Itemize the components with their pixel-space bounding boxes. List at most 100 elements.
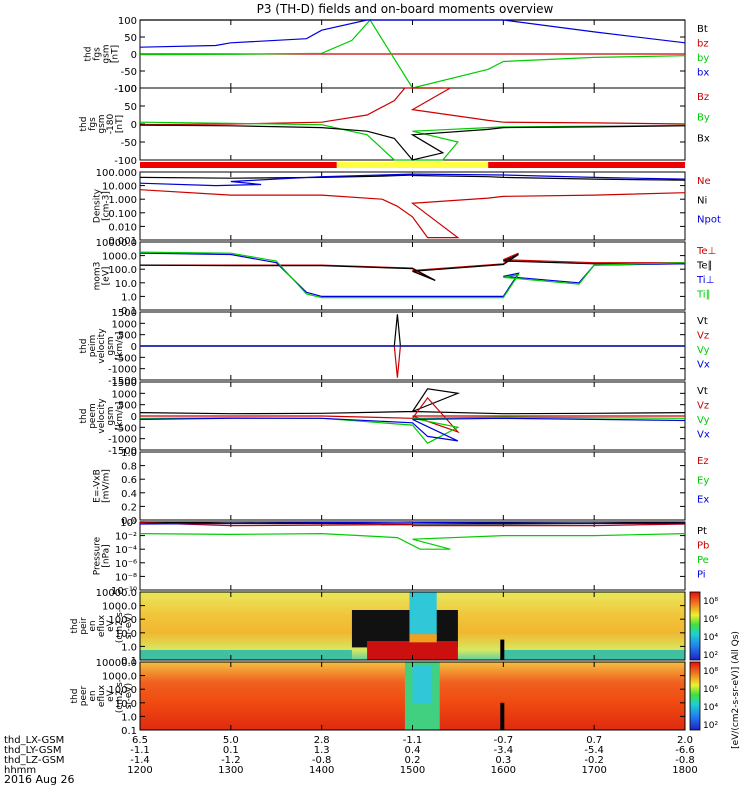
y-axis-label: [nT] [111,45,121,63]
y-tick-label: 1.0 [121,448,137,459]
series-Bz [139,87,686,126]
legend-blue: Vx [697,360,710,371]
legend-green: Vy [697,345,710,356]
y-axis-label: peem [88,403,98,429]
x-row-value: -1.4 [130,755,150,766]
y-tick-label: 1000 [112,389,137,400]
legend-blue: Pi [697,570,706,581]
panel-density: 100.000 10.000 1.000 0.100 0.010 0.001 Density… [93,168,721,247]
y-tick-label: 0 [131,50,137,61]
y-axis-label: gsm [102,44,112,63]
legend-black: Pt [697,526,707,537]
y-tick-label: 100.0 [108,685,137,696]
y-tick-label: 500 [118,401,137,412]
panel-peer: 10000.0 1000.0 100.0 10.0 1.0 0.1 thd peer en efl… [70,658,686,737]
region-segment-yellow [336,162,489,168]
series-Pe [139,532,686,550]
x-row-value: 1200 [127,765,152,776]
y-tick-label: 0 [131,120,137,131]
x-row-value: 1600 [491,765,516,776]
panel-pressure: 10⁰ 10⁻² 10⁻⁴ 10⁻⁶ 10⁻⁸ 10⁻¹⁰ Pressure [nPa] Pt P… [93,518,710,597]
spectrogram-gap [500,639,505,660]
x-row-value: -1.2 [221,755,241,766]
y-tick-label: 10000.0 [96,588,137,599]
series-Te⊥ [140,252,685,281]
colorbar-group: 10⁸ 10⁶ 10⁴ 10² 10⁸ 10⁶ 10⁴ 10² [eV/(cm2-s-sr-eV… [689,591,741,749]
y-axis-label: Pressure [93,536,103,575]
colorbar-tick-label: 10² [703,651,718,661]
x-row-value: 6.5 [132,735,148,746]
x-row-value: -0.7 [494,735,514,746]
y-axis-label: (cm2-s- [115,679,125,713]
y-tick-label: -1000 [108,435,137,446]
x-row-label: hhmm [4,765,36,776]
spectrogram-orange-band [409,634,437,643]
x-row-value: 1400 [309,765,334,776]
y-axis-label: eflux [97,684,107,707]
colorbar-tick-label: 10⁶ [703,685,718,695]
y-axis-label: gsm [106,406,116,425]
y-tick-label: -1000 [108,365,137,376]
x-row-value: -1.1 [403,735,423,746]
y-axis-label: [cm-3] [102,191,112,221]
colorbar-tick-label: 10⁸ [703,667,718,677]
series-Pb [139,522,686,527]
y-tick-label: 10⁻⁶ [115,559,137,570]
legend-red: Bz [697,92,709,103]
legend-black: Vt [697,386,708,397]
spectrogram-red-band [367,640,458,660]
figure-title: P3 (TH-D) fields and on-board moments ov… [257,2,554,16]
spectrogram-gap [500,702,505,730]
colorbar-electron [689,661,701,731]
legend-red: Vz [697,331,709,342]
panel-frame [139,521,686,591]
panel-efi: 100 50 0 -50 -100 thd fgs gsm -180 [nT] Bz By Bx [79,84,710,167]
y-tick-label: 10.0 [115,629,137,640]
x-row-value: 1.3 [314,745,330,756]
y-tick-label: 1.0 [121,292,137,303]
y-axis-label: thd [79,117,89,132]
y-tick-label: 0.1 [121,726,137,737]
y-tick-label: 10000.0 [96,658,137,669]
panel-fgs: 100 50 0 -50 -100 thd fgs gsm [nT] Bt bz by bx [84,16,710,95]
series-Ti∥ [139,251,686,299]
y-axis-label: Density [93,188,103,223]
series-Bx [139,124,686,161]
x-row-value: 2.0 [677,735,693,746]
y-tick-label: 0.001 [108,236,137,247]
y-axis-label: peir [79,617,89,635]
y-axis-label: peer [79,685,89,706]
region-segment-red [488,162,685,168]
region-segment-red [140,162,337,168]
legend-red: Te⊥ [696,246,716,257]
x-row-value: -0.8 [675,755,695,766]
x-row-value: 0.7 [586,735,602,746]
y-tick-label: -1500 [108,376,137,387]
y-tick-label: -1500 [108,446,137,457]
y-tick-label: 100 [118,84,137,95]
legend-black: Vt [697,316,708,327]
x-row-value: 1500 [400,765,425,776]
legend-blue: Ti⊥ [696,275,714,286]
y-tick-label: 0.6 [121,475,137,486]
spectrogram-low-band [140,650,352,660]
y-tick-label: 100 [118,16,137,27]
x-row-value: -0.8 [312,755,332,766]
y-tick-label: 100.0 [108,265,137,276]
x-axis-annotation: thd_LX-GSM 6.5 5.0 2.8 -1.1 -0.7 0.7 2.0 thd_LY-… [4,735,698,776]
x-row-value: -3.4 [494,745,514,756]
x-row-value: -1.1 [130,745,150,756]
legend-green: By [697,113,710,124]
legend-blue: Npot [697,215,721,226]
series-Pi [139,521,685,525]
panel-evxb: 1.0 0.8 0.6 0.4 0.2 0.0 E=-VxB [mV/m] Ez Ey Ex [93,448,710,527]
y-tick-label: -50 [121,67,137,78]
y-tick-label: 500 [118,331,137,342]
colorbar-ion [689,591,701,661]
y-tick-label: 1000.0 [102,672,137,683]
y-tick-label: -500 [114,353,137,364]
series-bx [139,19,686,48]
series-Vt [140,314,685,347]
